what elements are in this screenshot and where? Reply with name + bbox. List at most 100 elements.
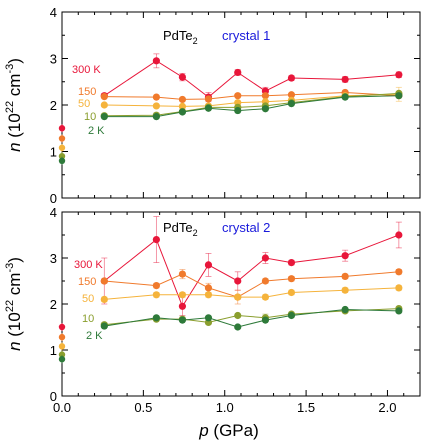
y-tick-label: 3 [50,52,57,67]
zero-pressure-point [58,351,66,358]
data-point [100,295,108,303]
data-point [341,272,349,280]
data-point [287,275,296,283]
y-axis-label-prefix: (10 [5,312,24,341]
series-line [104,271,399,298]
data-point [178,316,187,324]
data-point [100,93,108,101]
data-point [395,284,403,292]
series-10 [58,305,403,359]
zero-pressure-point [58,125,66,132]
x-axis-label: p (GPa) [198,421,259,440]
data-point [178,95,187,104]
data-point [261,92,270,100]
crystal-label: crystal 1 [222,28,270,43]
data-point [261,254,270,262]
y-tick-label: 3 [50,251,57,266]
data-point [287,311,296,320]
series-50 [58,284,403,351]
series-line [104,309,399,328]
data-point [204,104,213,112]
data-point [204,95,213,103]
data-point [395,307,403,315]
material-name: PdTe [163,220,193,235]
material-subscript: 2 [193,36,198,46]
zero-pressure-point [58,333,66,341]
data-point [234,293,242,301]
y-axis-label-unit: cm [5,74,24,101]
series-line [104,308,399,326]
y-axis-label-close: ) [5,257,24,263]
series-line [104,60,399,98]
y-axis-label-prefix: (10 [5,113,24,142]
panel-title: PdTe2 [163,28,198,46]
data-point [152,282,160,290]
x-axis-label-unit: (GPa) [209,421,259,440]
data-point [152,102,160,110]
series-300-k [58,216,403,331]
zero-pressure-point [58,144,66,151]
x-tick-label: 0.0 [53,400,71,415]
series-label: 10 [84,111,96,123]
data-point [287,91,296,99]
data-point [100,113,108,121]
y-axis-label-unit-exp: -3 [4,263,16,273]
panel-title: PdTe2 [163,220,198,238]
data-point [287,100,296,108]
data-point [178,108,187,116]
data-point [395,71,403,79]
data-point [234,106,242,115]
data-point [204,291,213,299]
series-label: 150 [78,86,96,98]
y-axis-label: n (1022 cm-3) [4,257,24,351]
series-label: 300 K [72,64,101,76]
data-point [152,57,160,65]
zero-pressure-point [58,135,66,142]
data-point [204,314,213,322]
data-point [152,113,160,121]
data-point [341,286,349,294]
data-point [261,277,270,285]
series-label: 50 [78,98,90,110]
series-label: 150 [78,276,96,288]
zero-pressure-point [58,157,66,164]
y-axis-label-exp: 22 [4,300,16,312]
x-axis-label-var: p [198,421,208,440]
series-label: 10 [82,313,94,325]
zero-pressure-point [58,356,66,363]
data-point [178,102,187,110]
x-tick-label: 1.0 [216,400,234,415]
series-2-k [58,92,403,165]
series-10 [58,89,403,161]
data-point [100,322,108,330]
y-axis-label-unit: cm [5,273,24,300]
data-point [152,93,160,101]
data-point [341,252,349,260]
data-point [204,284,213,292]
data-point [341,305,349,314]
data-point [234,277,242,285]
series-label: 2 K [88,125,105,137]
data-point [261,105,270,113]
data-point [152,291,160,299]
material-subscript: 2 [193,228,198,238]
data-point [287,74,296,82]
data-point [395,231,403,239]
data-point [234,323,242,331]
series-label: 2 K [86,330,103,342]
y-tick-label: 1 [50,343,57,358]
data-point [341,93,349,101]
data-point [100,277,108,285]
zero-pressure-point [58,152,66,160]
plot-frame [61,211,421,397]
y-tick-label: 2 [50,297,57,312]
y-tick-label: 2 [50,98,57,113]
series-label: 50 [82,293,94,305]
y-axis-label-close: ) [5,58,24,64]
data-point [395,268,403,276]
y-tick-label: 0 [50,191,57,206]
series-150 [58,268,403,342]
y-axis-label-var: n [5,142,24,151]
